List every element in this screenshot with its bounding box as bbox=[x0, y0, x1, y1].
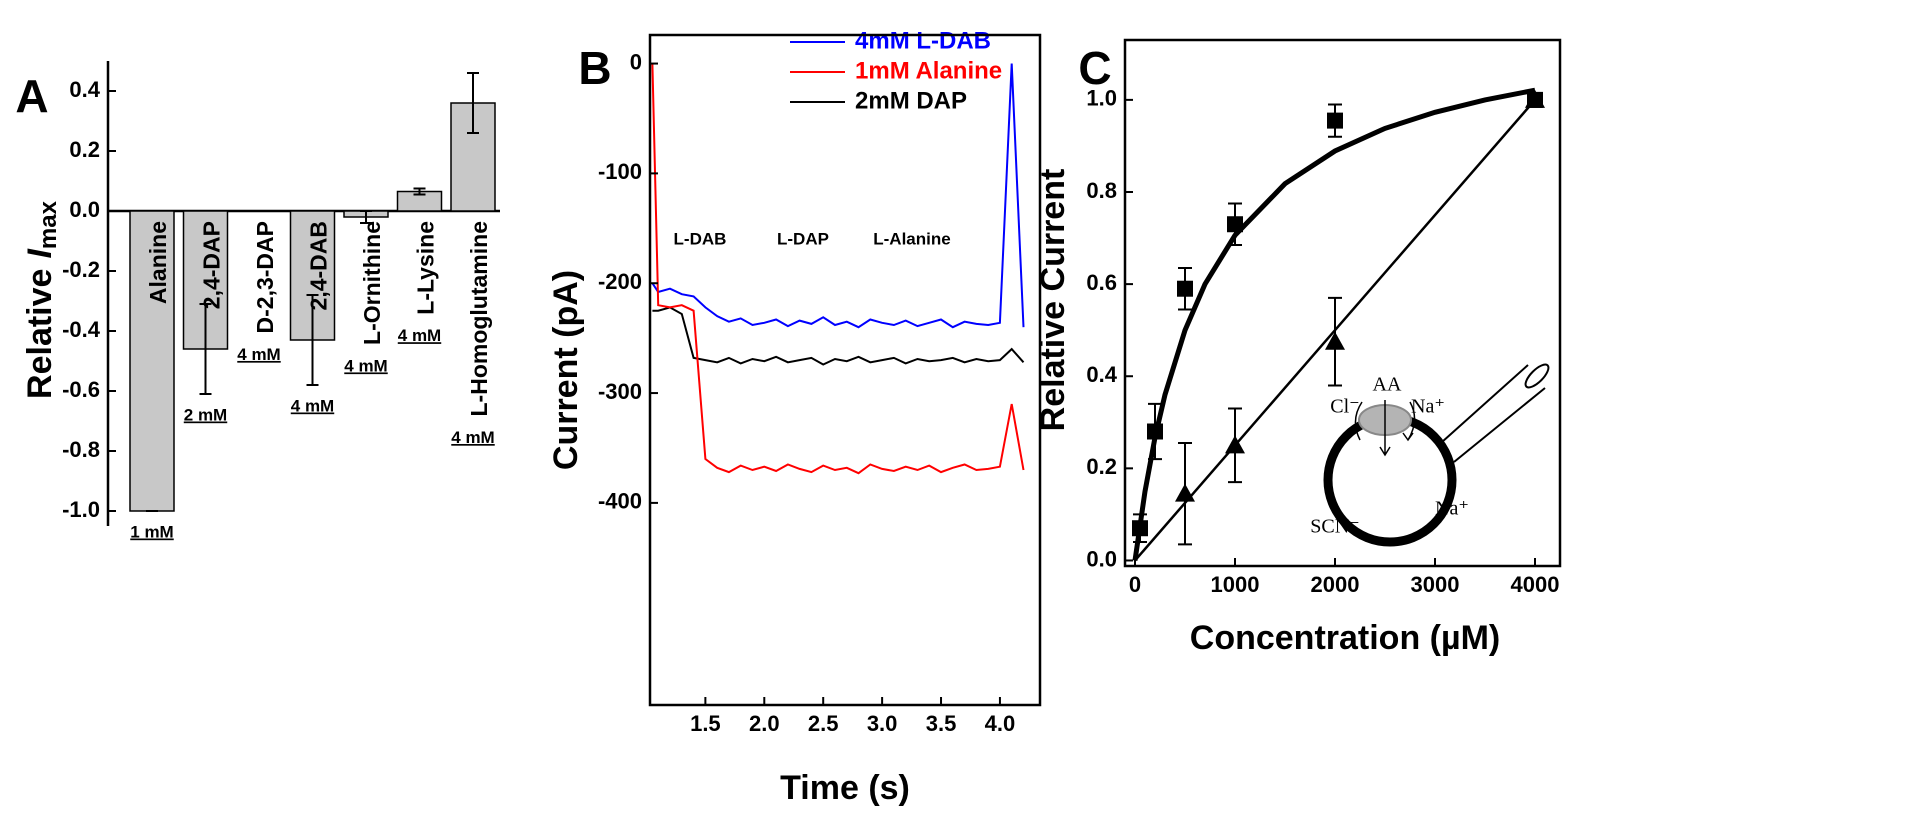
y-tick-label: -0.8 bbox=[62, 437, 100, 462]
category-label: L-Ornithine bbox=[359, 221, 385, 345]
category-label: Alanine bbox=[145, 221, 171, 304]
concentration-label: 4 mM bbox=[451, 428, 494, 447]
pipette bbox=[1441, 364, 1546, 463]
structure-label: L-DAB bbox=[674, 229, 727, 248]
concentration-label: 4 mM bbox=[344, 356, 387, 375]
x-tick-label: 3000 bbox=[1411, 572, 1460, 597]
x-tick-label: 4000 bbox=[1511, 572, 1560, 597]
diagram-label: Na⁺ bbox=[1435, 498, 1469, 520]
error-bar bbox=[199, 303, 212, 395]
x-axis-title: Time (s) bbox=[780, 769, 910, 807]
y-tick-label: 0.8 bbox=[1086, 178, 1117, 203]
x-tick-label: 1000 bbox=[1211, 572, 1260, 597]
y-tick-label: -0.6 bbox=[62, 377, 100, 402]
diagram-label: AA bbox=[1373, 374, 1402, 396]
y-tick-label: 0.0 bbox=[1086, 546, 1117, 571]
diagram-label: Na⁺ bbox=[1411, 396, 1445, 418]
concentration-label: 4 mM bbox=[398, 326, 441, 345]
error-bar bbox=[467, 72, 479, 134]
y-tick-label: 0.2 bbox=[1086, 454, 1117, 479]
plot-frame bbox=[648, 33, 1042, 707]
y-tick-label: 0.4 bbox=[69, 77, 100, 102]
structure-label: L-DAP bbox=[777, 229, 829, 248]
diagram-label: SCN⁻ bbox=[1310, 516, 1359, 538]
y-axis-title: Relative Imax bbox=[21, 200, 62, 399]
triangle-marker bbox=[1525, 89, 1545, 108]
panel-label: B bbox=[578, 42, 611, 94]
y-tick-label: 0 bbox=[630, 49, 642, 74]
concentration-label: 4 mM bbox=[291, 396, 334, 415]
x-tick-label: 3.5 bbox=[926, 711, 957, 736]
y-tick-label: 0.6 bbox=[1086, 270, 1117, 295]
y-axis-title: Current (pA) bbox=[547, 270, 585, 470]
diagram-label: Cl⁻ bbox=[1330, 396, 1359, 418]
plot-frame bbox=[1123, 38, 1562, 568]
x-tick-label: 2000 bbox=[1311, 572, 1360, 597]
pipette-end bbox=[1524, 363, 1550, 389]
category-label: L-Homoglutamine bbox=[466, 221, 492, 417]
y-tick-label: 0.2 bbox=[69, 137, 100, 162]
concentration-label: 1 mM bbox=[130, 522, 173, 541]
y-tick-label: -100 bbox=[598, 159, 642, 184]
bar bbox=[129, 210, 175, 512]
cell-diagram bbox=[1323, 363, 1550, 547]
y-axis-title: Relative Current bbox=[1034, 169, 1072, 432]
y-axis-title-text: Relative bbox=[21, 269, 59, 399]
category-label: 2,4-DAP bbox=[199, 221, 225, 309]
legend-label: 2mM DAP bbox=[855, 87, 967, 114]
y-axis-title-symbol: I bbox=[21, 248, 59, 259]
x-tick-label: 0 bbox=[1129, 572, 1141, 597]
x-tick-label: 3.0 bbox=[867, 711, 898, 736]
concentration-label: 4 mM bbox=[237, 345, 280, 364]
category-label: 2,4-DAB bbox=[306, 221, 332, 310]
category-label: L-Lysine bbox=[413, 221, 439, 315]
y-tick-label: 0.0 bbox=[69, 197, 100, 222]
y-tick-label: -400 bbox=[598, 489, 642, 514]
concentration-label: 2 mM bbox=[184, 405, 227, 424]
panel-label: A bbox=[15, 70, 48, 122]
triangle-marker bbox=[1325, 331, 1345, 350]
x-tick-label: 2.5 bbox=[808, 711, 839, 736]
triangle-marker bbox=[1225, 435, 1245, 454]
structure-label: L-Alanine bbox=[873, 229, 950, 248]
error-bar bbox=[360, 210, 372, 224]
x-axis-title: Concentration (µM) bbox=[1190, 619, 1500, 657]
y-tick-label: -300 bbox=[598, 379, 642, 404]
x-tick-label: 1.5 bbox=[690, 711, 721, 736]
category-label: D-2,3-DAP bbox=[252, 221, 278, 333]
x-tick-label: 4.0 bbox=[985, 711, 1016, 736]
square-marker bbox=[1327, 112, 1343, 129]
square-marker bbox=[1132, 520, 1148, 537]
x-tick-label: 2.0 bbox=[749, 711, 780, 736]
y-axis-title-subscript: max bbox=[35, 200, 62, 249]
square-marker bbox=[1227, 216, 1243, 233]
trace bbox=[652, 306, 1025, 366]
square-marker bbox=[1147, 423, 1163, 440]
trace bbox=[651, 63, 1025, 329]
y-tick-label: -0.2 bbox=[62, 257, 100, 282]
y-tick-label: 0.4 bbox=[1086, 362, 1117, 387]
triangle-marker bbox=[1175, 483, 1195, 502]
legend-label: 1mM Alanine bbox=[855, 57, 1002, 84]
trace bbox=[651, 63, 1025, 475]
error-bar bbox=[413, 187, 426, 196]
panel-label: C bbox=[1078, 42, 1111, 94]
y-tick-label: -0.4 bbox=[62, 317, 101, 342]
error-bar bbox=[306, 294, 319, 386]
legend-label: 4mM L-DAB bbox=[855, 27, 991, 54]
y-tick-label: -200 bbox=[598, 269, 642, 294]
square-marker bbox=[1177, 280, 1193, 297]
y-tick-label: 1.0 bbox=[1086, 86, 1117, 111]
flux-arrows bbox=[1354, 400, 1416, 457]
y-tick-label: -1.0 bbox=[62, 497, 100, 522]
